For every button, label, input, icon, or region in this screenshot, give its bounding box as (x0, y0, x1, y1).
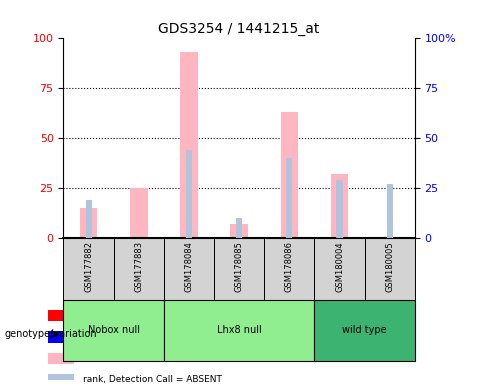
FancyBboxPatch shape (264, 238, 314, 300)
Bar (180, 52, 198, 238)
Text: GSM180004: GSM180004 (335, 241, 344, 292)
Text: GSM177883: GSM177883 (134, 241, 143, 292)
Text: wild type: wild type (342, 325, 387, 335)
Text: rank, Detection Call = ABSENT: rank, Detection Call = ABSENT (83, 375, 222, 384)
Bar (286, 158, 292, 238)
Text: value, Detection Call = ABSENT: value, Detection Call = ABSENT (83, 353, 226, 362)
FancyBboxPatch shape (63, 300, 164, 361)
FancyBboxPatch shape (365, 238, 415, 300)
Bar (80, 208, 97, 238)
FancyBboxPatch shape (164, 238, 214, 300)
Text: GSM178084: GSM178084 (184, 241, 193, 292)
FancyBboxPatch shape (114, 238, 164, 300)
Bar (186, 150, 192, 238)
Text: Lhx8 null: Lhx8 null (217, 325, 262, 335)
Text: count: count (83, 310, 109, 319)
Text: genotype/variation: genotype/variation (5, 329, 98, 339)
FancyBboxPatch shape (63, 238, 114, 300)
FancyBboxPatch shape (164, 300, 314, 361)
Text: GSM180005: GSM180005 (385, 241, 394, 292)
Bar (48, 374, 74, 384)
FancyBboxPatch shape (214, 238, 264, 300)
Bar (236, 218, 242, 238)
Bar (331, 174, 348, 238)
Bar (337, 180, 343, 238)
Bar (48, 331, 74, 343)
Text: GSM178085: GSM178085 (235, 241, 244, 292)
Bar (130, 188, 147, 238)
Bar (281, 112, 298, 238)
Text: percentile rank within the sample: percentile rank within the sample (83, 332, 236, 341)
FancyBboxPatch shape (314, 300, 415, 361)
Bar (48, 310, 74, 321)
Text: GSM178086: GSM178086 (285, 241, 294, 292)
Bar (230, 224, 248, 238)
Title: GDS3254 / 1441215_at: GDS3254 / 1441215_at (159, 22, 320, 36)
Bar (85, 200, 92, 238)
FancyBboxPatch shape (314, 238, 365, 300)
Text: GSM177882: GSM177882 (84, 241, 93, 292)
Bar (48, 353, 74, 364)
Bar (386, 184, 393, 238)
Text: Nobox null: Nobox null (88, 325, 140, 335)
